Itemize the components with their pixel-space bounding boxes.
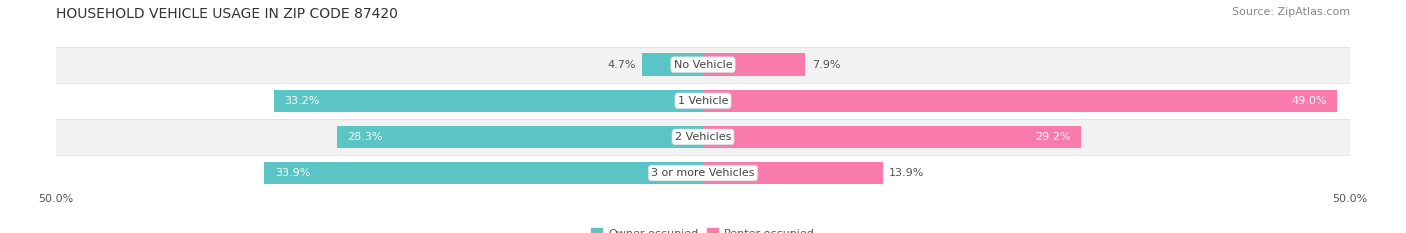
- Text: 33.9%: 33.9%: [274, 168, 311, 178]
- Bar: [703, 126, 1081, 148]
- Text: 7.9%: 7.9%: [811, 60, 841, 70]
- Bar: [703, 89, 1337, 112]
- Bar: [56, 83, 1350, 119]
- Text: 4.7%: 4.7%: [607, 60, 636, 70]
- Bar: [56, 119, 1350, 155]
- Text: 29.2%: 29.2%: [1035, 132, 1070, 142]
- Bar: [264, 162, 703, 184]
- Bar: [337, 126, 703, 148]
- Text: HOUSEHOLD VEHICLE USAGE IN ZIP CODE 87420: HOUSEHOLD VEHICLE USAGE IN ZIP CODE 8742…: [56, 7, 398, 21]
- Bar: [56, 155, 1350, 191]
- Bar: [703, 53, 806, 76]
- Bar: [643, 53, 703, 76]
- Legend: Owner-occupied, Renter-occupied: Owner-occupied, Renter-occupied: [592, 228, 814, 233]
- Text: 2 Vehicles: 2 Vehicles: [675, 132, 731, 142]
- Text: 13.9%: 13.9%: [889, 168, 925, 178]
- Text: Source: ZipAtlas.com: Source: ZipAtlas.com: [1232, 7, 1350, 17]
- Text: 3 or more Vehicles: 3 or more Vehicles: [651, 168, 755, 178]
- Bar: [56, 47, 1350, 83]
- Text: No Vehicle: No Vehicle: [673, 60, 733, 70]
- Bar: [274, 89, 703, 112]
- Text: 28.3%: 28.3%: [347, 132, 382, 142]
- Text: 1 Vehicle: 1 Vehicle: [678, 96, 728, 106]
- Text: 49.0%: 49.0%: [1291, 96, 1326, 106]
- Bar: [703, 162, 883, 184]
- Text: 33.2%: 33.2%: [284, 96, 319, 106]
